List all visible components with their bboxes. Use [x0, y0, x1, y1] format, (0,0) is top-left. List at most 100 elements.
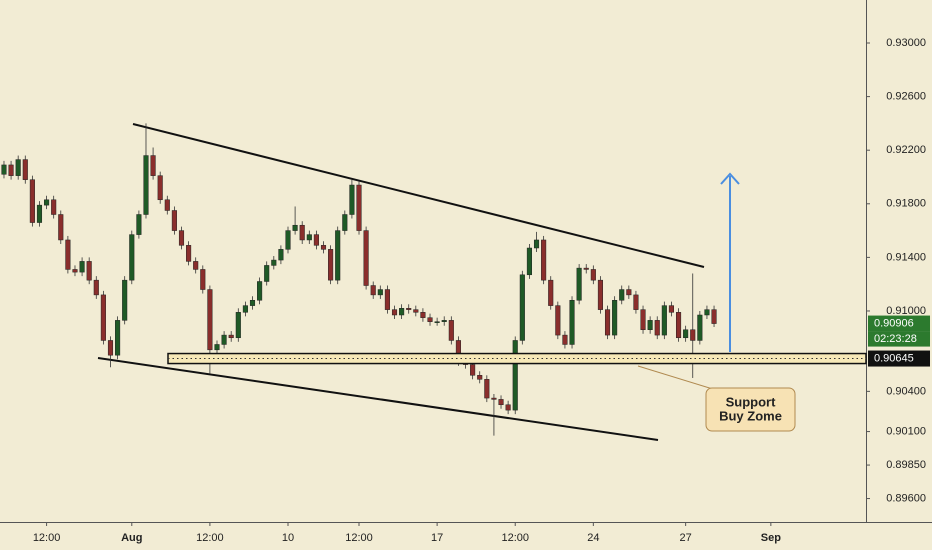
candle-body — [498, 399, 504, 406]
candle-body — [363, 230, 369, 286]
candle-body — [115, 320, 121, 356]
candle-body — [65, 239, 71, 270]
candle-body — [342, 214, 348, 231]
support-price-label: 0.90645 — [874, 352, 914, 364]
candle-body — [505, 404, 511, 411]
candle-body — [93, 279, 99, 296]
candle-body — [150, 155, 156, 176]
candle-body — [470, 364, 476, 376]
candle-body — [647, 320, 653, 330]
candle-body — [171, 210, 177, 231]
candle-body — [15, 159, 21, 176]
y-tick-label: 0.92600 — [886, 91, 926, 103]
candle-body — [711, 309, 717, 324]
candle-body — [384, 289, 390, 310]
x-tick-label: Sep — [761, 532, 781, 544]
candle-body — [235, 312, 241, 339]
candle-body — [654, 320, 660, 336]
candle-body — [612, 300, 618, 336]
candle-body — [328, 249, 334, 281]
candle-body — [533, 239, 540, 249]
candle-body — [434, 321, 440, 323]
candle-body — [100, 294, 106, 341]
x-tick-label: 27 — [680, 532, 692, 544]
candle-body — [306, 234, 312, 241]
candle-body — [640, 309, 646, 330]
candle-body — [186, 245, 192, 262]
candle-body — [264, 265, 270, 282]
candle-body — [512, 340, 518, 411]
candle-body — [257, 281, 263, 301]
candle-body — [668, 305, 674, 313]
countdown-label: 02:23:28 — [874, 333, 917, 345]
candle-body — [228, 334, 234, 339]
candle-body — [22, 159, 28, 180]
candle-body — [178, 230, 185, 246]
candle-body — [122, 279, 128, 321]
annotation-text: Support — [726, 394, 776, 409]
support-price-box — [868, 350, 930, 367]
x-tick-label: 12:00 — [33, 532, 61, 544]
candle-body — [249, 300, 256, 306]
candle-body — [157, 175, 163, 201]
candle-body — [583, 267, 589, 270]
candle-body — [377, 289, 383, 296]
candle-body — [164, 199, 170, 211]
callout-pointer — [637, 365, 717, 391]
candle-body — [604, 309, 611, 336]
callout-box — [705, 387, 796, 432]
candle-body — [477, 375, 483, 380]
candle-body — [519, 274, 525, 341]
x-tick-label: Aug — [121, 532, 142, 544]
y-tick-label: 0.90400 — [886, 385, 926, 397]
target-arrow-head — [720, 172, 740, 185]
candle-body — [193, 261, 199, 270]
x-tick-label: 17 — [431, 532, 443, 544]
candle-body — [285, 230, 291, 250]
candle-body — [299, 224, 305, 241]
x-tick-label: 12:00 — [501, 532, 529, 544]
y-tick-label: 0.90100 — [886, 425, 926, 437]
candle-body — [313, 234, 319, 246]
candle-body — [406, 308, 412, 310]
y-tick-label: 0.91400 — [886, 251, 926, 263]
candle-body — [8, 164, 14, 176]
candle-body — [633, 294, 639, 310]
candle-body — [683, 329, 689, 339]
candle-body — [661, 305, 667, 336]
candle-body — [420, 312, 426, 318]
y-tick-label: 0.91000 — [886, 305, 926, 317]
candle-body — [427, 317, 433, 322]
candle-body — [200, 269, 206, 290]
y-tick-label: 0.91800 — [886, 198, 926, 210]
candle-body — [1, 164, 7, 175]
candle-body — [697, 314, 703, 341]
candle-body — [29, 179, 35, 223]
candle-body — [675, 312, 682, 339]
candle-body — [484, 379, 490, 399]
candle-body — [491, 397, 497, 400]
candle-body — [441, 320, 447, 322]
last-price-box — [868, 315, 930, 332]
candle-body — [399, 308, 405, 316]
candle-body — [548, 279, 554, 306]
trendline-lower — [97, 357, 659, 441]
candle-body — [207, 289, 213, 351]
overlay: Support Buy Zome 0.90906 02:23:28 0.90645 — [167, 172, 930, 432]
candle-body — [619, 289, 625, 301]
candle-body — [36, 204, 43, 223]
x-tick-label: 12:00 — [196, 532, 224, 544]
candle-body — [576, 267, 582, 301]
candle-body — [44, 199, 50, 206]
candle-body — [541, 239, 547, 281]
y-tick-label: 0.89850 — [886, 459, 926, 471]
candle-body — [221, 334, 227, 345]
candle-body — [51, 199, 57, 215]
candle-body — [349, 184, 355, 215]
candle-body — [413, 309, 419, 313]
x-tick-label: 10 — [282, 532, 294, 544]
candle-body — [271, 259, 277, 266]
candle-body — [690, 329, 696, 341]
x-tick-label: 12:00 — [345, 532, 373, 544]
candle-body — [214, 344, 220, 351]
